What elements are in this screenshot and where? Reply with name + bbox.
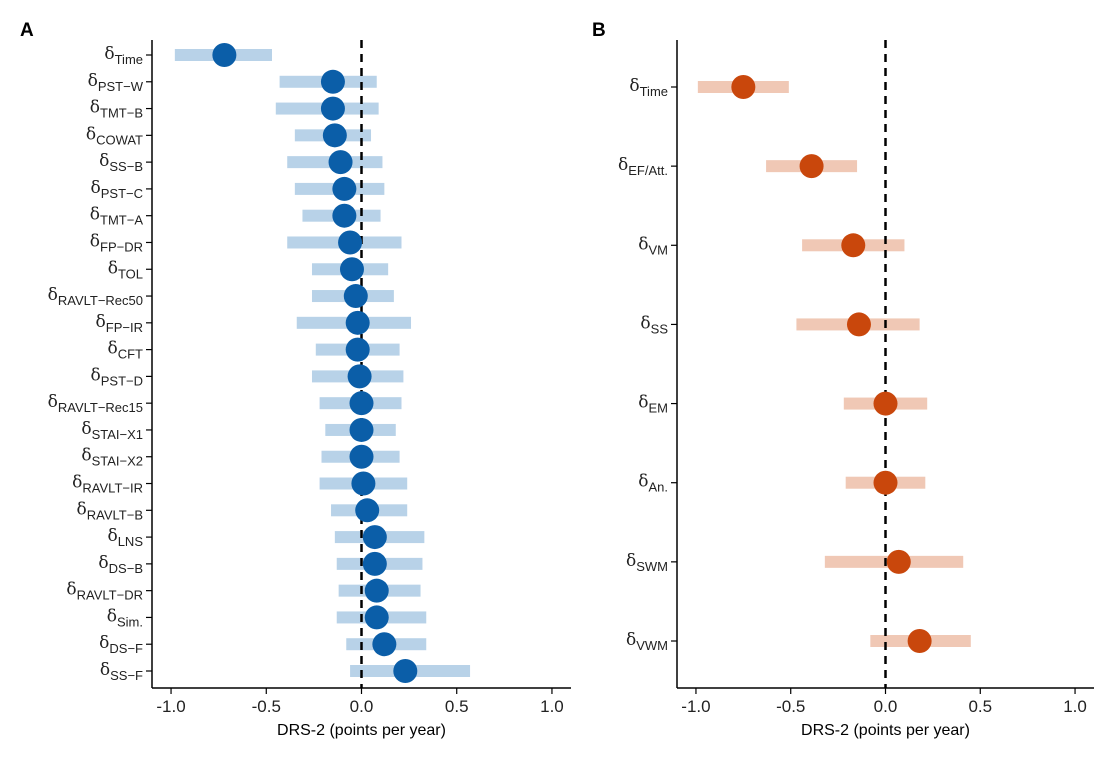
y-tick-label: δFP−DR bbox=[90, 231, 143, 254]
y-tick-label: δPST−C bbox=[90, 178, 143, 201]
estimate-point bbox=[345, 337, 370, 362]
x-tick-label: 0.0 bbox=[350, 697, 374, 716]
estimate-point bbox=[364, 605, 389, 630]
y-tick-label: δLNS bbox=[107, 526, 143, 549]
panel-b: B -1.0 -0.5 0.0 0.5 1.0 DRS-2 (points per year… bbox=[592, 20, 1094, 739]
y-tick-label: δVWM bbox=[626, 630, 668, 653]
y-tick-label: δSTAI−X1 bbox=[81, 419, 143, 442]
x-axis-label: DRS-2 (points per year) bbox=[277, 722, 446, 739]
x-tick-label: 0.5 bbox=[445, 697, 469, 716]
estimate-point bbox=[338, 230, 363, 255]
x-tick-label: -0.5 bbox=[252, 697, 281, 716]
x-tick-label: -1.0 bbox=[156, 697, 185, 716]
estimate-point bbox=[799, 154, 824, 179]
y-tick-label: δSS bbox=[640, 313, 668, 336]
y-tick-label: δFP−IR bbox=[96, 312, 143, 335]
y-tick-label: δSim. bbox=[107, 606, 143, 629]
estimate-point bbox=[339, 257, 364, 282]
y-tick-label: δVM bbox=[638, 234, 668, 257]
estimate-point bbox=[322, 123, 347, 148]
estimate-point bbox=[886, 549, 911, 574]
y-tick-label: δTOL bbox=[108, 258, 143, 281]
estimate-point bbox=[362, 551, 387, 576]
x-axis-label: DRS-2 (points per year) bbox=[801, 722, 970, 739]
y-tick-label: δPST−D bbox=[90, 365, 143, 388]
y-tick-label: δRAVLT−B bbox=[77, 499, 143, 522]
estimate-point bbox=[393, 659, 418, 683]
y-tick-label: δRAVLT−DR bbox=[66, 580, 143, 603]
y-tick-label: δTime bbox=[629, 76, 668, 99]
estimate-point bbox=[873, 391, 898, 416]
x-tick-label: 1.0 bbox=[540, 697, 564, 716]
estimate-point bbox=[846, 312, 871, 337]
estimate-point bbox=[320, 69, 345, 94]
y-tick-label: δAn. bbox=[638, 472, 668, 495]
panel-label-a: A bbox=[20, 20, 34, 41]
estimate-point bbox=[841, 233, 866, 258]
estimate-point bbox=[332, 176, 357, 201]
estimate-point bbox=[343, 284, 368, 309]
estimate-point bbox=[873, 470, 898, 495]
y-tick-label: δCFT bbox=[107, 339, 143, 362]
y-tick-label: δRAVLT−Rec15 bbox=[48, 392, 143, 415]
estimate-point bbox=[212, 43, 237, 67]
estimate-point bbox=[355, 498, 380, 523]
estimate-point bbox=[332, 203, 357, 228]
estimate-point bbox=[328, 150, 353, 175]
estimate-point bbox=[349, 444, 374, 469]
estimate-point bbox=[349, 391, 374, 416]
estimate-point bbox=[362, 525, 387, 550]
estimate-point bbox=[345, 310, 370, 335]
x-tick-label: 0.0 bbox=[874, 697, 898, 716]
y-tick-label: δSS−F bbox=[100, 660, 143, 683]
estimate-point bbox=[364, 578, 389, 603]
y-tick-label: δEM bbox=[638, 393, 668, 416]
y-tick-label: δPST−W bbox=[88, 71, 144, 94]
estimate-point bbox=[351, 471, 376, 496]
y-tick-label: δRAVLT−Rec50 bbox=[48, 285, 143, 308]
estimate-point bbox=[907, 629, 932, 653]
y-tick-label: δSTAI−X2 bbox=[81, 446, 143, 469]
y-tick-label: δEF/Att. bbox=[618, 155, 668, 178]
y-tick-label: δSS−B bbox=[99, 151, 143, 174]
y-tick-label: δCOWAT bbox=[86, 124, 143, 147]
estimate-point bbox=[349, 417, 374, 442]
x-tick-label: -1.0 bbox=[681, 697, 710, 716]
panel-a: A -1.0 -0.5 0.0 0.5 1.0 DRS-2 (points per year… bbox=[20, 20, 571, 739]
panel-label-b: B bbox=[592, 20, 606, 41]
y-tick-label: δDS−B bbox=[98, 553, 143, 576]
x-tick-label: 0.5 bbox=[968, 697, 992, 716]
estimate-point bbox=[372, 632, 397, 657]
x-tick-label: -0.5 bbox=[776, 697, 805, 716]
y-tick-label: δSWM bbox=[626, 551, 668, 574]
y-tick-label: δTMT−B bbox=[90, 98, 143, 121]
y-tick-label: δRAVLT−IR bbox=[72, 473, 143, 496]
estimate-point bbox=[731, 75, 756, 99]
estimate-point bbox=[320, 96, 345, 121]
x-tick-label: 1.0 bbox=[1063, 697, 1087, 716]
y-tick-label: δDS−F bbox=[99, 633, 143, 656]
y-tick-label: δTMT−A bbox=[90, 205, 144, 228]
estimate-point bbox=[347, 364, 372, 389]
y-tick-label: δTime bbox=[104, 44, 143, 67]
